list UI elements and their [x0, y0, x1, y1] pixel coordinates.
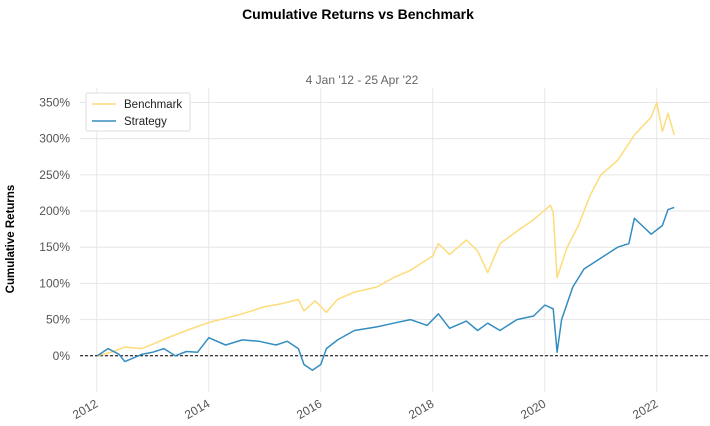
- series-line-benchmark: [97, 103, 674, 356]
- series-lines: [97, 103, 674, 371]
- chart-title: Cumulative Returns vs Benchmark: [242, 6, 474, 22]
- chart-subtitle: 4 Jan '12 - 25 Apr '22: [306, 73, 419, 87]
- x-tick-label: 2014: [182, 396, 212, 422]
- y-axis-label: Cumulative Returns: [5, 185, 17, 294]
- y-tick-label: 150%: [39, 240, 70, 254]
- y-tick-label: 100%: [39, 276, 70, 290]
- legend-label-strategy: Strategy: [124, 116, 167, 128]
- grid-lines: [80, 88, 710, 392]
- y-tick-label: 200%: [39, 204, 70, 218]
- x-tick-label: 2018: [406, 396, 436, 422]
- series-line-strategy: [97, 207, 674, 370]
- y-tick-label: 350%: [39, 95, 70, 109]
- y-tick-label: 250%: [39, 168, 70, 182]
- x-tick-label: 2012: [70, 396, 100, 422]
- y-tick-label: 0%: [53, 349, 71, 363]
- x-tick-label: 2022: [630, 396, 660, 422]
- x-tick-labels: 2012 2014 2016 2018 2020 2022: [70, 396, 660, 422]
- x-tick-label: 2016: [294, 396, 324, 422]
- y-tick-label: 300%: [39, 132, 70, 146]
- y-tick-labels: 0% 50% 100% 150% 200% 250% 300% 350%: [39, 95, 70, 362]
- y-tick-label: 50%: [46, 313, 70, 327]
- legend-label-benchmark: Benchmark: [124, 99, 182, 111]
- legend: Benchmark Strategy: [86, 93, 190, 131]
- x-tick-label: 2020: [518, 396, 548, 422]
